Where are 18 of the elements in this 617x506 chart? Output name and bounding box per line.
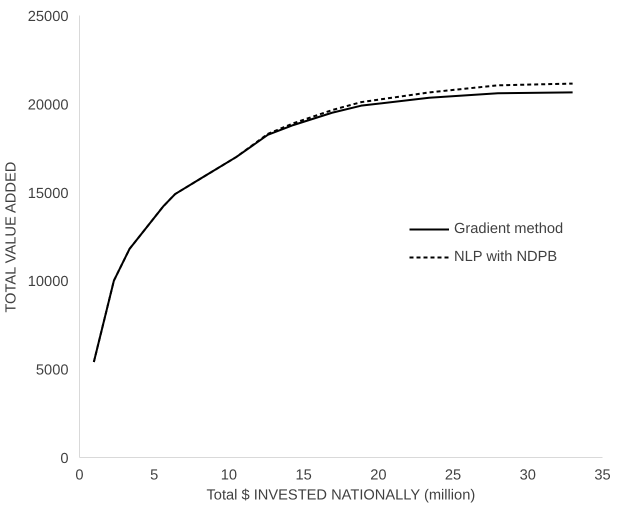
y-axis-title: TOTAL VALUE ADDED bbox=[4, 162, 20, 313]
x-tick-label: 5 bbox=[150, 468, 158, 484]
legend-label: Gradient method bbox=[454, 221, 564, 237]
x-tick-label: 15 bbox=[295, 468, 312, 484]
x-tick-label: 30 bbox=[520, 468, 536, 484]
y-tick-label: 10000 bbox=[28, 274, 69, 290]
x-tick-label: 0 bbox=[75, 468, 84, 484]
x-tick-label: 35 bbox=[594, 468, 611, 484]
legend-label: NLP with NDPB bbox=[454, 249, 558, 265]
x-tick-label: 10 bbox=[220, 468, 238, 484]
y-tick-label: 5000 bbox=[36, 362, 69, 379]
x-tick-label: 25 bbox=[444, 468, 462, 484]
y-tick-label: 15000 bbox=[28, 186, 69, 202]
y-tick-label: 0 bbox=[60, 451, 69, 467]
y-tick-label: 20000 bbox=[28, 97, 69, 114]
x-tick-label: 20 bbox=[370, 468, 387, 484]
x-axis-title: Total $ INVESTED NATIONALLY (million) bbox=[206, 488, 476, 504]
y-tick-label: 25000 bbox=[28, 9, 69, 25]
